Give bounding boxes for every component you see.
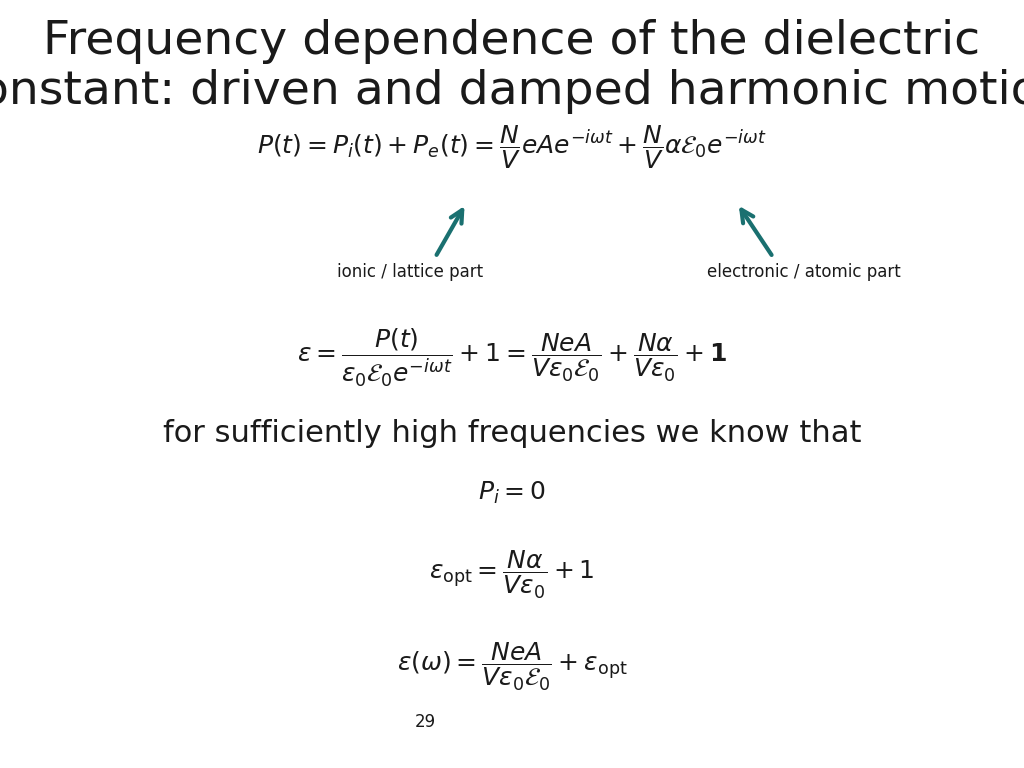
Text: $P_i = 0$: $P_i = 0$	[478, 480, 546, 506]
Text: $\epsilon_{\mathrm{opt}} = \dfrac{N\alpha}{V\epsilon_0} + 1$: $\epsilon_{\mathrm{opt}} = \dfrac{N\alph…	[429, 549, 595, 601]
Text: 29: 29	[415, 713, 435, 730]
Text: constant: driven and damped harmonic motion: constant: driven and damped harmonic mot…	[0, 69, 1024, 114]
Text: for sufficiently high frequencies we know that: for sufficiently high frequencies we kno…	[163, 419, 861, 448]
Text: $\epsilon = \dfrac{P(t)}{\epsilon_0\mathcal{E}_0 e^{-i\omega t}} + 1 = \dfrac{Ne: $\epsilon = \dfrac{P(t)}{\epsilon_0\math…	[297, 326, 727, 389]
Text: $P(t) = P_i(t) + P_e(t) = \dfrac{N}{V}eAe^{-i\omega t} + \dfrac{N}{V}\alpha\math: $P(t) = P_i(t) + P_e(t) = \dfrac{N}{V}eA…	[257, 123, 767, 170]
Text: electronic / atomic part: electronic / atomic part	[707, 263, 901, 280]
Text: Frequency dependence of the dielectric: Frequency dependence of the dielectric	[43, 19, 981, 65]
Text: $\epsilon(\omega) = \dfrac{NeA}{V\epsilon_0\mathcal{E}_0} + \epsilon_{\mathrm{op: $\epsilon(\omega) = \dfrac{NeA}{V\epsilo…	[396, 641, 628, 694]
Text: ionic / lattice part: ionic / lattice part	[337, 263, 482, 280]
